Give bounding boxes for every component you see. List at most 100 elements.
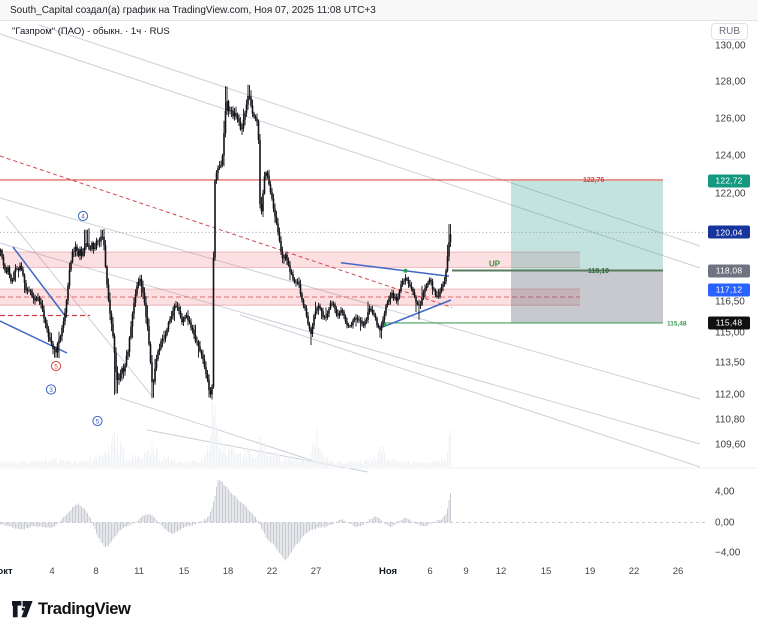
histogram-bar (270, 522, 271, 543)
volume-bar (295, 459, 297, 467)
histogram-bar (264, 522, 265, 534)
volume-bar (129, 459, 130, 467)
histogram-bar (361, 522, 363, 526)
profit-zone (511, 180, 663, 271)
histogram-bar (156, 520, 157, 523)
histogram-bar (420, 522, 421, 526)
histogram-bar (259, 522, 261, 525)
histogram-bar (202, 520, 204, 523)
histogram-bar (46, 522, 48, 528)
volume-bar (322, 452, 324, 467)
histogram-bar (165, 522, 166, 530)
volume-bar (69, 460, 70, 467)
histogram-bar (4, 522, 6, 526)
volume-bar (15, 461, 16, 467)
price-tick: 122,00 (715, 188, 746, 200)
volume-bar (417, 461, 418, 467)
volume-bar (367, 459, 369, 467)
volume-bar (348, 462, 349, 467)
volume-bar (46, 462, 48, 467)
histogram-bar (424, 522, 426, 527)
histogram-bar (177, 522, 178, 532)
volume-bar (105, 450, 106, 467)
time-tick: 8 (93, 566, 99, 577)
volume-bar (231, 444, 232, 467)
histogram-bar (102, 522, 103, 544)
histogram-bar (385, 522, 387, 525)
histogram-bar (66, 514, 67, 523)
volume-bar (187, 463, 189, 467)
volume-bar (301, 459, 303, 467)
volume-bar (30, 461, 31, 467)
volume-bar (160, 461, 162, 467)
histogram-bar (231, 493, 232, 523)
histogram-bar (168, 522, 169, 532)
volume-bar (441, 459, 442, 467)
histogram-bar (93, 522, 94, 526)
time-tick: 12 (495, 566, 507, 577)
histogram-bar (90, 518, 91, 523)
currency-button[interactable]: RUB (711, 23, 748, 40)
trend-channel-line (5, 215, 153, 397)
volume-bar (31, 460, 33, 467)
histogram-bar (298, 522, 300, 543)
volume-bar (399, 462, 400, 467)
volume-bar (240, 452, 241, 467)
histogram-bar (120, 522, 121, 530)
histogram-bar (345, 520, 346, 523)
histogram-bar (169, 522, 171, 533)
volume-bar (238, 452, 240, 467)
histogram-bar (162, 522, 163, 526)
time-tick: 6 (427, 566, 433, 577)
volume-bar (403, 463, 405, 467)
histogram-bar (360, 522, 361, 527)
volume-bar (195, 460, 196, 467)
volume-bar (43, 460, 45, 467)
volume-bar (172, 460, 174, 467)
histogram-bar (394, 522, 396, 526)
price-badge: 120,04 (708, 225, 750, 239)
histogram-bar (130, 522, 132, 525)
volume-bar (234, 451, 235, 467)
histogram-bar (288, 522, 289, 557)
volume-bar (85, 461, 87, 467)
volume-bar (87, 462, 88, 467)
histogram-bar (159, 522, 160, 524)
volume-bar (175, 462, 177, 467)
volume-bar (7, 462, 9, 467)
histogram-bar (216, 486, 217, 523)
histogram-bar (243, 503, 244, 523)
histogram-bar (76, 504, 78, 523)
volume-bar (199, 463, 201, 467)
volume-bar (106, 454, 108, 467)
trend-channel-line (146, 429, 369, 473)
volume-bar (171, 460, 172, 467)
histogram-bar (220, 480, 222, 523)
histogram-bar (88, 516, 90, 523)
wave-label-number: 5 (54, 363, 58, 370)
volume-bar (274, 451, 276, 467)
volume-bar (412, 461, 414, 467)
histogram-bar (49, 522, 51, 529)
volume-bar (246, 457, 247, 467)
histogram-bar (354, 522, 355, 527)
volume-bar (82, 463, 84, 467)
volume-bar (354, 462, 355, 467)
header-bar: South_Capital создал(а) график на Tradin… (0, 0, 758, 21)
histogram-bar (399, 521, 400, 523)
histogram-bar (423, 522, 424, 526)
price-badge: 115,48 (708, 316, 750, 330)
histogram-bar (268, 522, 270, 541)
volume-bar (159, 460, 160, 467)
histogram-bar (445, 513, 447, 523)
volume-bar (181, 462, 183, 467)
volume-bar (103, 454, 105, 467)
volume-bar (48, 460, 49, 467)
volume-bar (283, 460, 285, 467)
volume-bar (64, 461, 66, 467)
histogram-bar (40, 522, 42, 527)
histogram-bar (391, 522, 393, 527)
tradingview-logo[interactable]: TradingView (12, 598, 131, 620)
volume-bar (270, 456, 271, 467)
